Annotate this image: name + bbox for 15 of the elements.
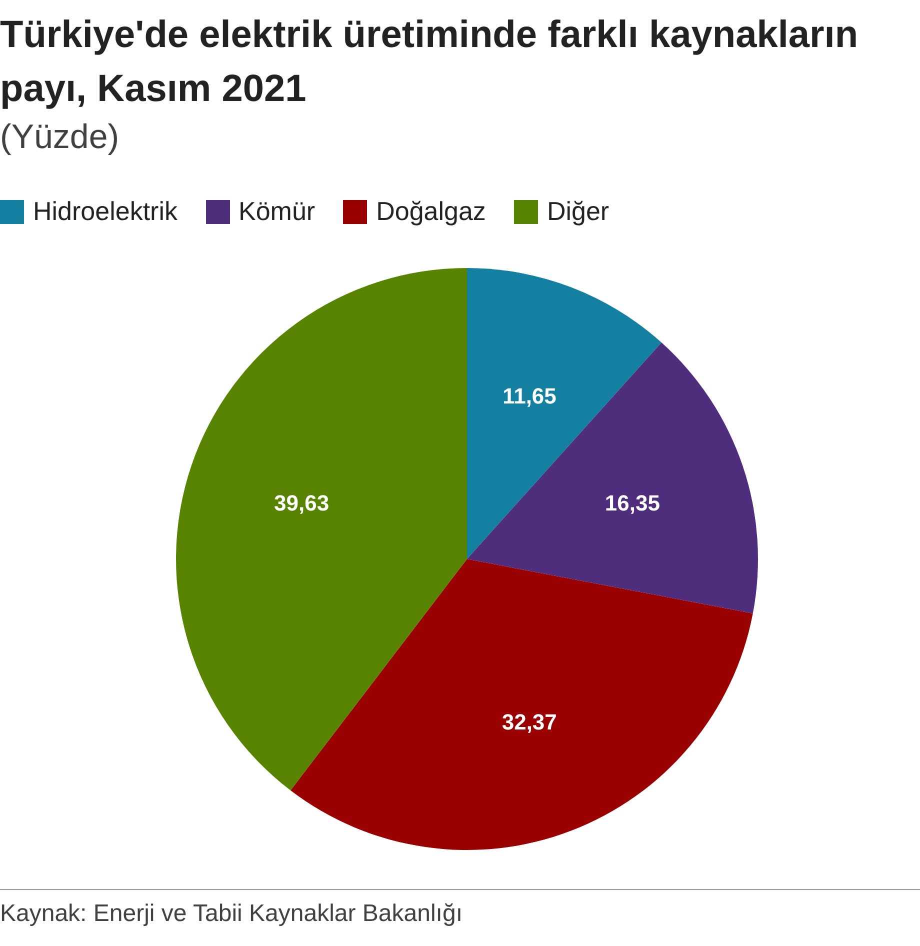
pie-slice	[176, 268, 467, 790]
data-label: 32,37	[502, 710, 557, 735]
legend-label: Kömür	[238, 196, 316, 227]
chart-title: Türkiye'de elektrik üretiminde farklı kaynakların payı, Kasım 2021	[0, 13, 860, 112]
pie-slice	[467, 342, 758, 614]
data-label: 39,63	[274, 490, 330, 516]
pie-slice	[467, 268, 662, 559]
pie-slice	[290, 559, 753, 850]
legend-label: Diğer	[546, 196, 610, 227]
data-label: 16,35	[604, 490, 660, 516]
text: Kaynak: Enerji ve Tabii Kaynaklar Bakanlığı	[0, 900, 462, 928]
legend-label: Doğalgaz	[376, 196, 486, 227]
chart-subtitle: (Yüzde)	[0, 118, 120, 157]
data-label: 11,65	[502, 383, 556, 408]
legend-label: Hidroelektrik	[33, 196, 178, 227]
